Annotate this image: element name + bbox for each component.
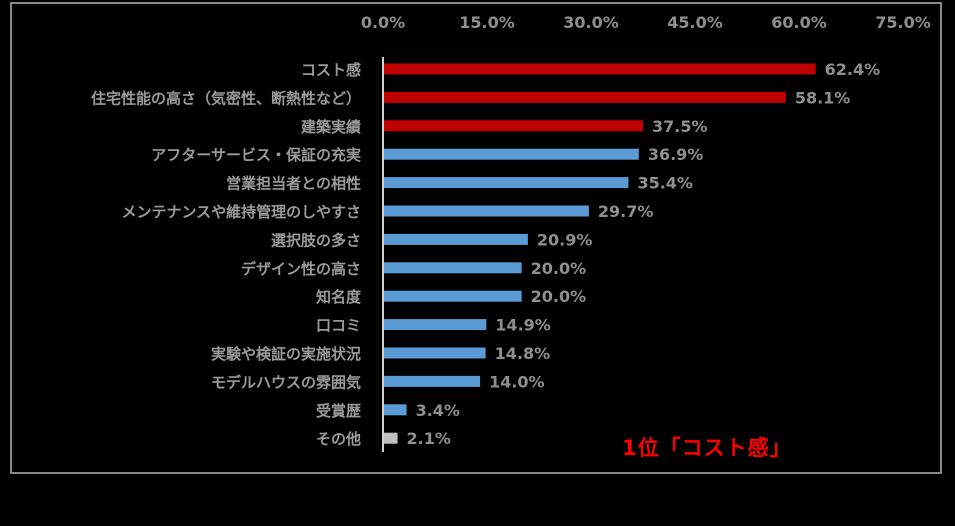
bar: [384, 347, 486, 359]
value-label: 14.8%: [495, 344, 551, 363]
x-tick-label: 15.0%: [459, 13, 515, 32]
category-label: その他: [316, 430, 361, 448]
category-label: 口コミ: [316, 317, 361, 335]
bar: [384, 120, 643, 132]
x-tick-label: 30.0%: [563, 13, 619, 32]
bar: [384, 290, 522, 302]
category-label: 知名度: [316, 288, 362, 306]
category-label: 選択肢の多さ: [271, 231, 361, 249]
bar: [384, 404, 407, 416]
value-label: 37.5%: [652, 117, 708, 136]
category-label: 受賞歴: [316, 402, 361, 420]
value-label: 20.0%: [531, 259, 587, 278]
value-label: 20.9%: [537, 230, 593, 249]
category-label: メンテナンスや維持管理のしやすさ: [121, 203, 361, 221]
bar: [384, 63, 816, 75]
category-label: 実験や検証の実施状況: [211, 345, 361, 363]
bar: [384, 233, 528, 245]
value-label: 29.7%: [598, 202, 654, 221]
category-label: デザイン性の高さ: [241, 260, 361, 278]
value-label: 3.4%: [416, 401, 460, 420]
category-label: 建築実績: [301, 118, 361, 136]
bar: [384, 148, 639, 160]
x-tick-label: 60.0%: [771, 13, 827, 32]
value-label: 62.4%: [825, 60, 881, 79]
bar: [384, 262, 522, 274]
category-label: コスト感: [301, 61, 361, 79]
bar: [384, 205, 589, 217]
bar: [384, 177, 629, 189]
x-tick-label: 75.0%: [875, 13, 931, 32]
chart-frame: [10, 2, 942, 474]
bar: [384, 432, 398, 444]
category-label: アフターサービス・保証の充実: [151, 146, 361, 164]
bar: [384, 319, 487, 331]
x-tick-label: 45.0%: [667, 13, 723, 32]
bar: [384, 375, 481, 387]
category-label: 住宅性能の高さ（気密性、断熱性など）: [91, 89, 361, 107]
value-label: 14.0%: [489, 372, 545, 391]
value-label: 20.0%: [531, 287, 587, 306]
rank-annotation: 1位「コスト感」: [622, 436, 792, 460]
value-label: 2.1%: [407, 429, 451, 448]
value-label: 35.4%: [637, 174, 693, 193]
bar: [384, 91, 786, 103]
category-label: 営業担当者との相性: [226, 175, 361, 193]
category-label: モデルハウスの雰囲気: [211, 373, 361, 391]
value-label: 14.9%: [495, 316, 551, 335]
value-label: 58.1%: [795, 88, 851, 107]
value-label: 36.9%: [648, 145, 704, 164]
x-tick-label: 0.0%: [361, 13, 405, 32]
